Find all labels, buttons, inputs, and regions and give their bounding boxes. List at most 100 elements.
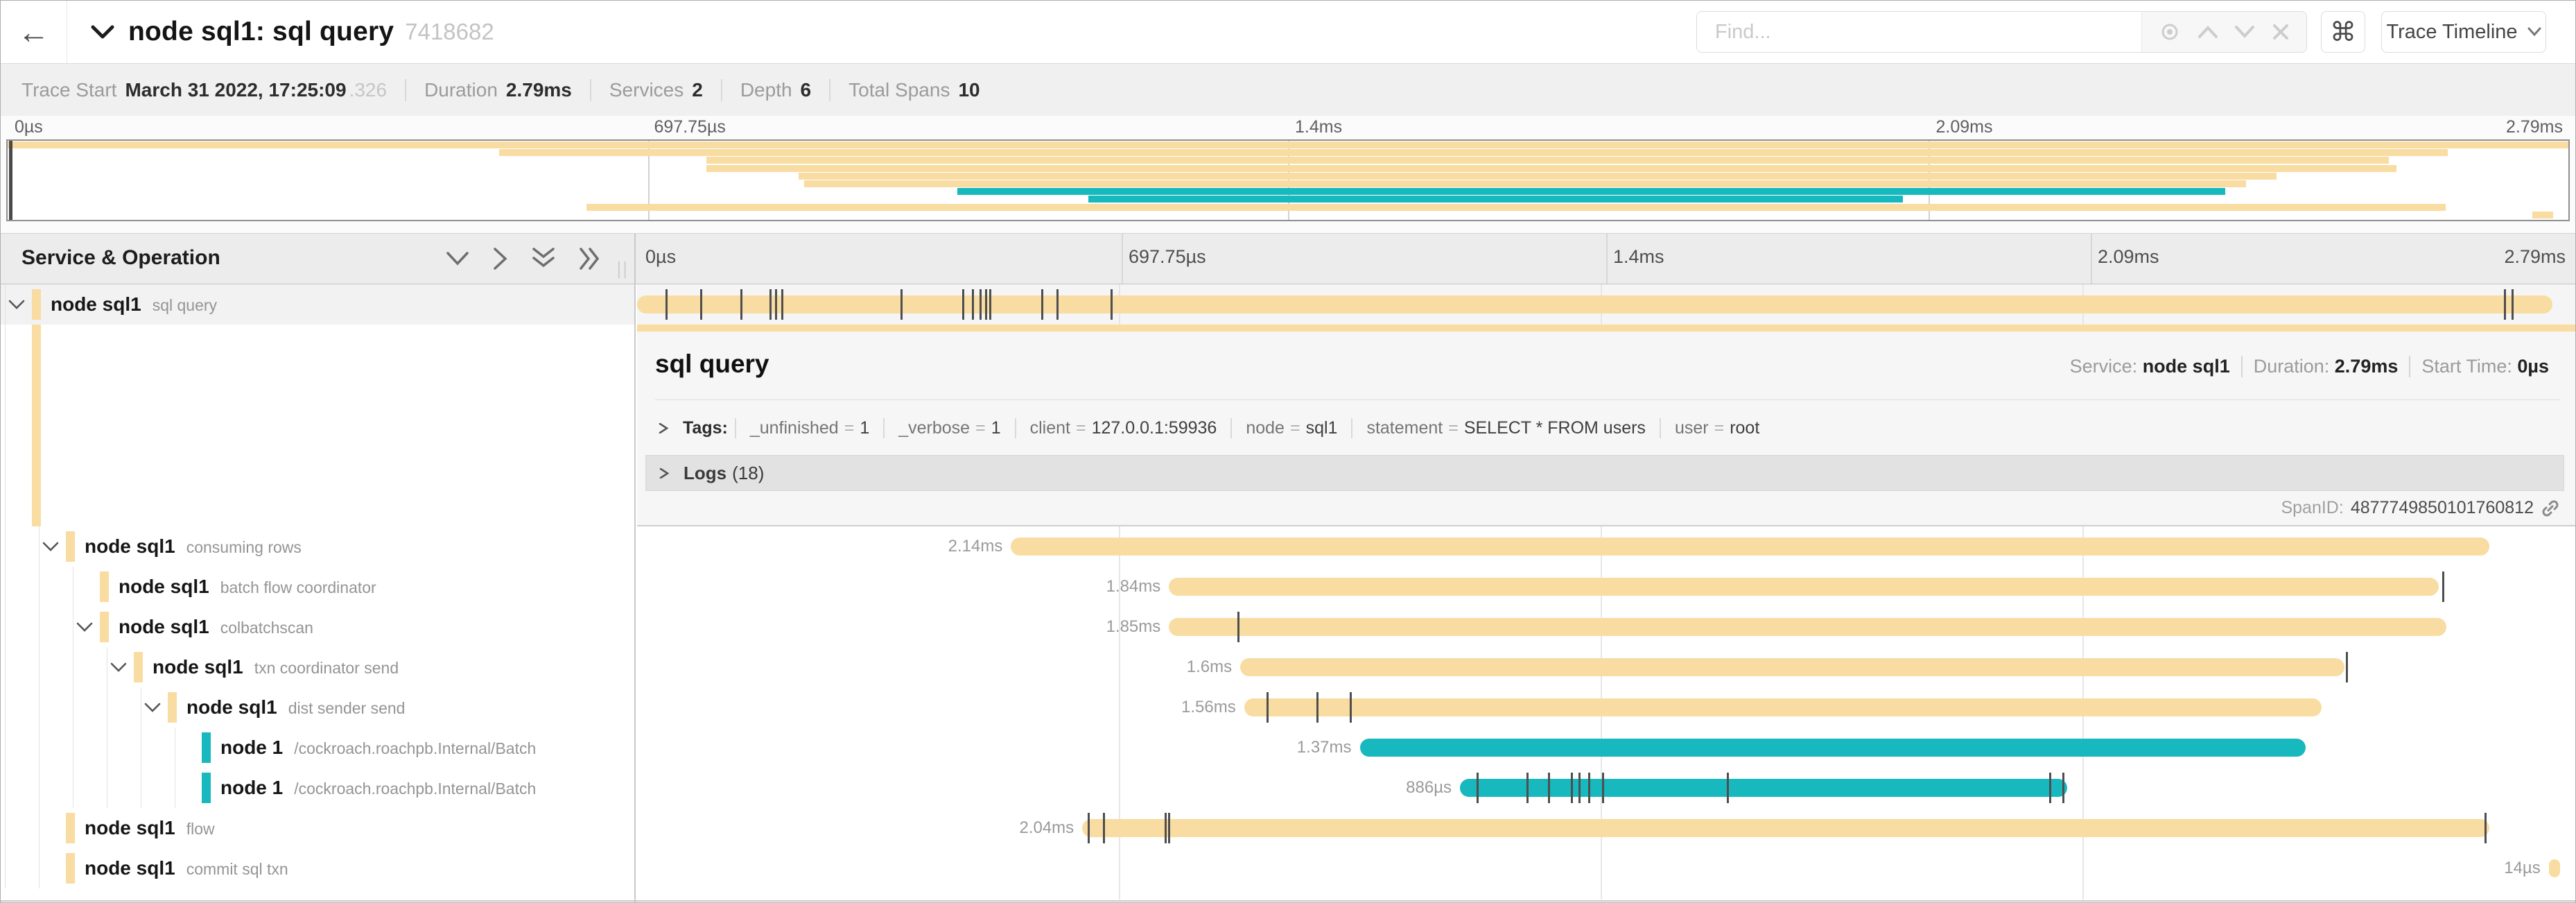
back-button[interactable]: ← [1,1,67,63]
span-bar[interactable] [1240,658,2345,676]
log-marker[interactable] [1727,773,1730,803]
log-marker[interactable] [1349,692,1352,723]
log-marker[interactable] [1056,289,1059,320]
clear-find-close-icon[interactable] [2272,23,2290,41]
tree-row[interactable]: node sql1 consuming rows [1,526,634,567]
log-marker[interactable] [740,289,743,320]
log-marker[interactable] [961,289,964,320]
span-bar[interactable] [1244,698,2322,716]
tag-value: 1 [860,418,870,438]
span-bar-row[interactable] [637,284,2564,325]
log-marker[interactable] [1237,612,1240,642]
span-bar[interactable] [1169,578,2439,596]
expand-all-double-chevron-down-icon[interactable] [532,247,555,270]
log-marker[interactable] [775,289,778,320]
log-marker[interactable] [979,289,982,320]
tree-row[interactable]: node sql1 batch flow coordinator [1,567,634,607]
span-bar[interactable] [1169,618,2447,636]
span-bar[interactable] [1460,779,2067,797]
minimap-scrubber[interactable] [9,141,12,220]
span-bar-row[interactable]: 1.37ms [637,728,2564,768]
tag-key: client [1029,418,1070,438]
span-color-strip [100,612,109,642]
log-marker[interactable] [1547,773,1550,803]
span-bar-row[interactable]: 14µs [637,848,2564,888]
log-marker[interactable] [1316,692,1319,723]
log-marker[interactable] [1578,773,1581,803]
log-marker[interactable] [1110,289,1113,320]
tags-row[interactable]: Tags: _unfinished = 1 _verbose = 1 client = 127.0… [655,406,2560,449]
log-marker[interactable] [1526,773,1529,803]
log-marker[interactable] [1477,773,1479,803]
tree-row[interactable]: node sql1 commit sql txn [1,848,634,888]
span-color-strip [134,652,143,682]
tree-row[interactable]: node sql1 dist sender send [1,687,634,728]
tree-row[interactable]: node sql1 flow [1,808,634,848]
log-marker[interactable] [1601,773,1604,803]
collapse-all-double-chevron-right-icon[interactable] [579,247,602,270]
span-bar-row[interactable]: 1.85ms [637,607,2564,647]
log-marker[interactable] [1267,692,1269,723]
log-marker[interactable] [989,289,991,320]
tree-row[interactable]: node sql1 colbatchscan [1,607,634,647]
log-marker[interactable] [665,289,668,320]
span-bar-row[interactable]: 2.14ms [637,526,2564,567]
tree-row[interactable]: node sql1 txn coordinator send [1,647,634,687]
span-bar-row[interactable]: 2.04ms [637,808,2564,848]
tree-row[interactable]: node 1/cockroach.roachpb.Internal/Batch [1,768,634,808]
prev-match-chevron-up-icon[interactable] [2198,25,2218,39]
log-marker[interactable] [2511,289,2514,320]
span-bar[interactable] [637,295,2553,313]
tree-chevron-down-icon[interactable] [8,300,25,310]
log-marker[interactable] [1168,813,1171,843]
tree-chevron-down-icon[interactable] [110,662,127,673]
chevron-down-icon[interactable] [91,24,114,40]
span-color-strip [202,773,211,803]
link-icon[interactable] [2541,499,2560,518]
span-bar[interactable] [1011,538,2489,556]
span-bar-row[interactable]: 1.56ms [637,687,2564,728]
span-bar[interactable] [1359,739,2306,757]
tree-row[interactable]: node sql1 sql query [1,284,634,325]
log-marker[interactable] [1164,813,1167,843]
keyboard-shortcuts-button[interactable]: ⌘ [2321,11,2365,53]
tree-row[interactable]: node 1/cockroach.roachpb.Internal/Batch [1,728,634,768]
log-marker[interactable] [1102,813,1105,843]
find-input[interactable] [1697,12,2141,52]
log-marker[interactable] [2503,289,2506,320]
logs-accordion[interactable]: Logs (18) [645,455,2564,491]
log-marker[interactable] [900,289,903,320]
minimap-canvas[interactable] [6,139,2570,221]
log-marker[interactable] [971,289,974,320]
log-marker[interactable] [781,289,783,320]
collapse-one-chevron-right-icon[interactable] [493,247,508,270]
log-marker[interactable] [2062,773,2065,803]
tree-chevron-down-icon[interactable] [144,703,161,713]
log-marker[interactable] [1571,773,1574,803]
span-bar[interactable] [2548,859,2561,877]
log-marker[interactable] [1087,813,1090,843]
log-marker[interactable] [699,289,702,320]
log-marker[interactable] [2442,571,2444,602]
panel-resize-grip[interactable]: || [616,258,629,279]
log-marker[interactable] [1588,773,1591,803]
log-marker[interactable] [2345,652,2348,682]
span-bar-row[interactable]: 1.84ms [637,567,2564,607]
tree-chevron-down-icon[interactable] [76,622,93,633]
span-bar-row[interactable]: 886µs [637,768,2564,808]
view-options-button[interactable]: Trace Timeline [2381,11,2546,53]
span-duration-label: 1.84ms [1106,577,1161,596]
log-marker[interactable] [1041,289,1043,320]
log-marker[interactable] [769,289,772,320]
log-marker[interactable] [2484,813,2487,843]
span-bar-row[interactable]: 1.6ms [637,647,2564,687]
summary-item: Depth 6 [720,78,829,101]
log-marker[interactable] [2048,773,2051,803]
locate-icon[interactable] [2159,21,2181,43]
expand-one-chevron-down-icon[interactable] [446,251,469,266]
tag-value: SELECT * FROM users [1463,418,1646,438]
log-marker[interactable] [985,289,988,320]
next-match-chevron-down-icon[interactable] [2234,25,2255,39]
tree-chevron-down-icon[interactable] [42,542,59,552]
span-bar[interactable] [1082,819,2489,837]
